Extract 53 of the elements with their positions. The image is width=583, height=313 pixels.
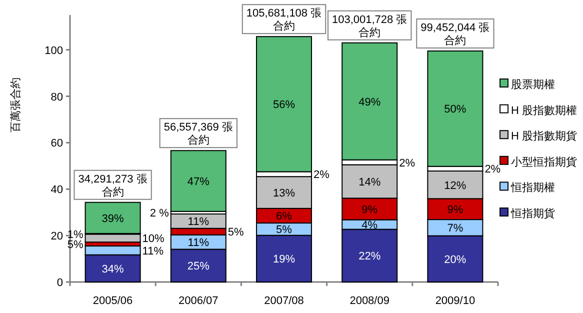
legend-label: 恒指期貨 (510, 207, 555, 220)
annotation: 11% (142, 245, 164, 258)
annotation: 56,557,369 張合約 (164, 122, 233, 147)
annotation: 7% (447, 222, 464, 235)
legend-label: 恒指期權 (510, 182, 555, 194)
annotation: 2 % (150, 208, 170, 220)
annotation: 2% (399, 157, 416, 170)
x-tick-label: 2005/06 (92, 295, 133, 307)
annotation: 105,681,108 張合約 (246, 8, 322, 33)
annotation: 6% (276, 210, 292, 223)
x-tick-label: 2007/08 (264, 295, 304, 307)
annotation: 2% (484, 164, 501, 176)
annotation: 9% (362, 204, 378, 216)
annotation: 14% (358, 176, 381, 188)
y-tick-label: 60 (50, 138, 63, 150)
annotation: 11% (188, 216, 210, 228)
legend-label: H 股指數期貨 (511, 130, 577, 143)
x-tick-label: 2009/10 (435, 295, 476, 307)
annotation: 50% (444, 104, 466, 116)
annotation: 11% (188, 237, 210, 250)
annotation: 5% (67, 239, 84, 252)
annotation: 47% (187, 176, 210, 188)
annotation: 2% (314, 169, 330, 182)
annotation: 1% (67, 228, 84, 241)
annotation: 34,291,273 張合約 (78, 173, 148, 198)
annotation: 20% (444, 254, 466, 266)
annotation: 49% (358, 96, 381, 108)
y-tick-label: 40 (50, 184, 63, 196)
annotation: 22% (358, 250, 381, 263)
annotation: 4% (362, 220, 378, 232)
annotation: 25% (187, 260, 210, 273)
annotation: 103,001,728 張合約 (332, 14, 408, 39)
legend-label: H 股指數期權 (511, 104, 577, 117)
x-tick-label: 2008/09 (350, 295, 390, 307)
x-tick-label: 2006/07 (178, 295, 218, 307)
annotation: 5% (276, 224, 292, 236)
annotation: 39% (102, 212, 124, 225)
annotation: 99,452,044 張合約 (420, 22, 490, 47)
annotation: 56% (272, 99, 296, 112)
annotation: 5% (228, 226, 244, 239)
annotation: 13% (272, 187, 296, 200)
annotation: 34% (102, 263, 124, 276)
annotation: 12% (444, 180, 466, 192)
annotation: 9% (447, 204, 464, 216)
annotation: 19% (272, 254, 296, 266)
y-axis-title: 百萬張合約 (9, 78, 22, 132)
y-tick-label: 0 (56, 277, 63, 289)
y-tick-label: 80 (50, 91, 63, 104)
legend-label: 小型恒指期貨 (511, 155, 577, 168)
legend-label: 股票期權 (511, 79, 555, 91)
y-tick-label: 20 (50, 230, 63, 243)
y-tick-label: 100 (44, 44, 63, 57)
annotation: 10% (142, 233, 165, 246)
